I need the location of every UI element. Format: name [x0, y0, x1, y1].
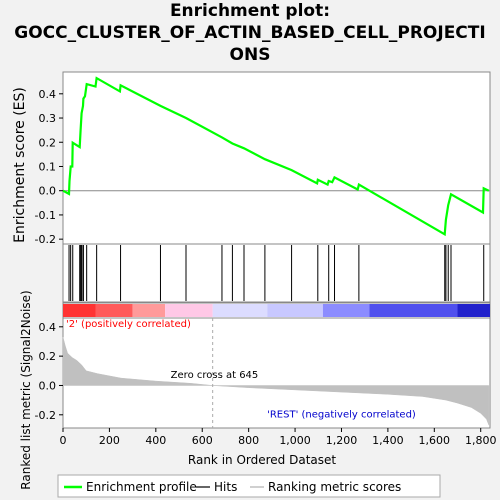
title-line-3: ONS: [229, 45, 271, 65]
chart-title: Enrichment plot: GOCC_CLUSTER_OF_ACTIN_B…: [0, 0, 500, 66]
es-y-tick-label: -0.1: [35, 209, 56, 222]
es-y-axis-label: Enrichment score (ES): [12, 87, 28, 243]
es-panel: -0.2 -0.1 0.0 0.1 0.2 0.3 0.4: [35, 71, 491, 246]
metric-plot-area: [62, 317, 491, 429]
es-plot-area: [62, 71, 491, 245]
x-tick-label: 1,600: [419, 434, 451, 447]
legend-hits-label: Hits: [214, 480, 237, 494]
legend-profile-label: Enrichment profile: [86, 480, 197, 494]
x-tick-label: 1,000: [279, 434, 311, 447]
legend-metric-label: Ranking metric scores: [268, 480, 401, 494]
x-tick-label: 400: [145, 434, 166, 447]
x-tick-label: 0: [60, 434, 67, 447]
color-bar-segment: [369, 304, 458, 317]
hits-panel: [62, 243, 491, 303]
positive-correlation-label: '2' (positively correlated): [66, 319, 191, 330]
color-bar-segment: [165, 304, 213, 317]
x-tick-label: 200: [99, 434, 120, 447]
color-bar-segment: [322, 304, 370, 317]
es-y-tick-label: -0.2: [35, 233, 56, 246]
legend-box: [57, 474, 441, 498]
color-bar-segment: [132, 304, 166, 317]
color-bar-segment: [212, 304, 268, 317]
metric-y-tick-label: 0.2: [39, 350, 57, 363]
color-bar-segment: [267, 304, 323, 317]
color-bar-segment: [63, 304, 96, 317]
es-y-tick-label: 0.0: [39, 185, 57, 198]
color-bar-segment: [95, 304, 133, 317]
x-tick-label: 800: [238, 434, 259, 447]
title-line-2: GOCC_CLUSTER_OF_ACTIN_BASED_CELL_PROJECT…: [14, 23, 486, 43]
metric-panel: Zero cross at 645 '2' (positively correla…: [35, 317, 497, 447]
enrichment-profile-line: [62, 76, 490, 237]
metric-y-axis-label: Ranked list metric (Signal2Noise): [19, 290, 33, 489]
title-line-1: Enrichment plot:: [169, 1, 331, 21]
x-tick-label: 1,800: [465, 434, 497, 447]
es-y-tick-label: 0.1: [39, 160, 57, 173]
metric-y-tick-label: 0.4: [39, 321, 57, 334]
x-axis-label: Rank in Ordered Dataset: [188, 453, 336, 467]
x-tick-label: 600: [192, 434, 213, 447]
metric-y-tick-label: -0.2: [35, 409, 56, 422]
zero-cross-label: Zero cross at 645: [171, 370, 259, 381]
hits-plot-area: [62, 243, 491, 303]
es-y-tick-label: 0.4: [39, 88, 57, 101]
x-tick-label: 1,200: [326, 434, 358, 447]
rank-color-bar: [62, 302, 491, 319]
x-tick-label: 1,400: [372, 434, 404, 447]
metric-y-tick-label: 0.0: [39, 379, 57, 392]
es-y-tick-label: 0.3: [39, 112, 57, 125]
es-y-tick-label: 0.2: [39, 136, 57, 149]
ranking-metric-area: [62, 337, 490, 426]
color-bar-segment: [457, 304, 490, 317]
legend: Enrichment profile Hits Ranking metric sco…: [57, 474, 441, 498]
axis-labels: Enrichment score (ES) Ranked list metric…: [12, 87, 336, 490]
negative-correlation-label: 'REST' (negatively correlated): [267, 410, 416, 421]
